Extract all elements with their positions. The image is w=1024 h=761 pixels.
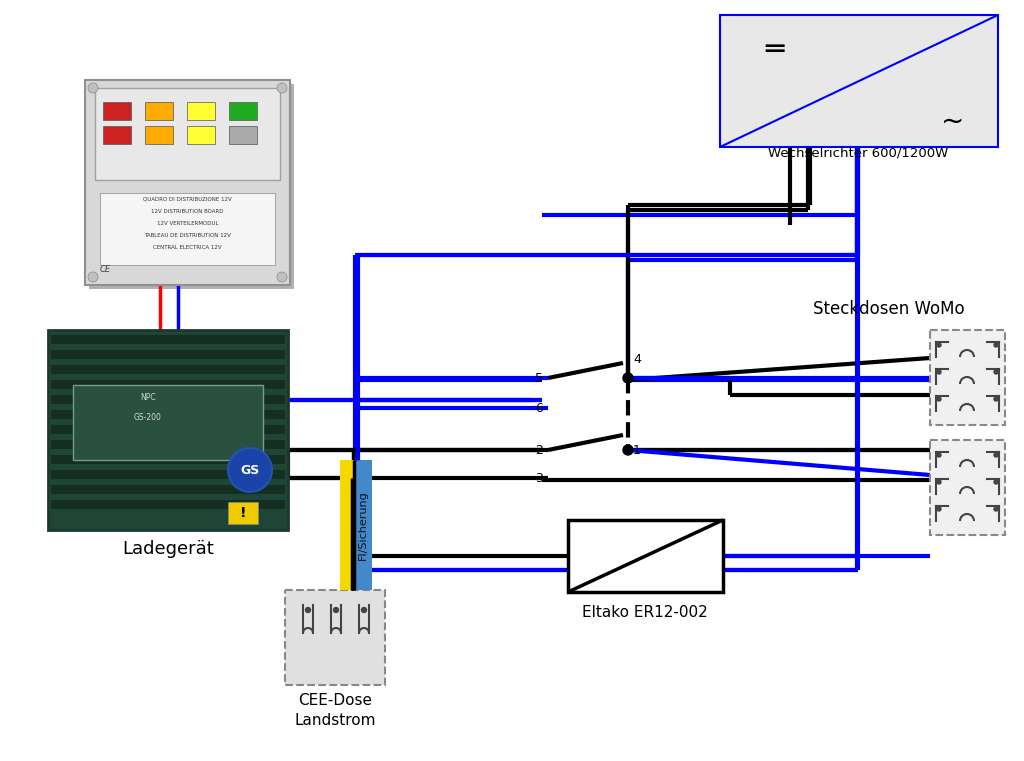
Circle shape [278, 272, 287, 282]
Circle shape [994, 370, 998, 374]
Text: CEE-Dose
Landstrom: CEE-Dose Landstrom [294, 693, 376, 728]
Circle shape [937, 453, 941, 457]
Bar [930, 330, 1005, 425]
Text: 12V DISTRIBUTION BOARD: 12V DISTRIBUTION BOARD [152, 209, 224, 214]
Text: ═: ═ [766, 36, 784, 65]
Bar [145, 102, 173, 120]
Bar [51, 470, 285, 479]
Circle shape [937, 370, 941, 374]
Circle shape [994, 480, 998, 484]
Text: CE: CE [99, 266, 111, 275]
Text: 3: 3 [536, 472, 543, 485]
Text: 5: 5 [535, 371, 543, 384]
Circle shape [994, 507, 998, 511]
Bar [720, 15, 998, 147]
Text: GS-200: GS-200 [134, 413, 162, 422]
Bar [103, 126, 131, 144]
Bar [51, 395, 285, 404]
Text: Steckdosen WoMo: Steckdosen WoMo [813, 300, 965, 318]
Circle shape [623, 445, 633, 455]
Bar [51, 455, 285, 464]
Text: Ladegerät: Ladegerät [122, 540, 214, 558]
Bar [103, 102, 131, 120]
Text: 2: 2 [536, 444, 543, 457]
Circle shape [228, 448, 272, 492]
Bar [285, 590, 385, 685]
Circle shape [278, 83, 287, 93]
Circle shape [623, 373, 633, 383]
Circle shape [305, 607, 310, 613]
Text: 1: 1 [633, 444, 641, 457]
Circle shape [88, 272, 98, 282]
Circle shape [937, 397, 941, 401]
Text: QUADRO DI DISTRIBUZIONE 12V: QUADRO DI DISTRIBUZIONE 12V [143, 197, 231, 202]
Bar [187, 126, 215, 144]
Text: FI/Sicherung: FI/Sicherung [357, 490, 368, 560]
Bar [340, 460, 354, 590]
Bar [145, 126, 173, 144]
Text: TABLEAU DE DISTRIBUTION 12V: TABLEAU DE DISTRIBUTION 12V [144, 233, 231, 238]
Bar [228, 502, 258, 524]
Bar [85, 80, 290, 285]
Text: !: ! [240, 506, 246, 520]
Text: ~: ~ [941, 108, 965, 136]
Bar [51, 410, 285, 419]
Bar [51, 350, 285, 359]
Text: 12V VERTEILERMODUL: 12V VERTEILERMODUL [157, 221, 218, 226]
Circle shape [334, 607, 339, 613]
Bar [51, 425, 285, 434]
Text: GS: GS [241, 463, 260, 476]
Bar [229, 102, 257, 120]
Bar [89, 84, 294, 289]
Circle shape [994, 397, 998, 401]
Text: 4: 4 [633, 353, 641, 366]
Circle shape [994, 343, 998, 347]
Bar [187, 102, 215, 120]
Text: NPC: NPC [140, 393, 156, 403]
Bar [73, 385, 263, 460]
Text: Eltako ER12-002: Eltako ER12-002 [582, 605, 708, 620]
Bar [355, 460, 372, 590]
Bar [95, 88, 280, 180]
Circle shape [994, 453, 998, 457]
Circle shape [937, 343, 941, 347]
Circle shape [361, 607, 367, 613]
Bar [568, 520, 723, 592]
Text: CENTRAL ELECTRICA 12V: CENTRAL ELECTRICA 12V [154, 245, 222, 250]
Bar [51, 335, 285, 344]
Bar [48, 330, 288, 530]
Bar [229, 126, 257, 144]
Bar [100, 193, 275, 265]
Text: 6: 6 [536, 402, 543, 415]
Circle shape [937, 507, 941, 511]
Text: Wechselrichter 600/1200W: Wechselrichter 600/1200W [768, 147, 948, 160]
Bar [51, 440, 285, 449]
Bar [51, 365, 285, 374]
Circle shape [937, 480, 941, 484]
Bar [51, 500, 285, 509]
Circle shape [88, 83, 98, 93]
Bar [51, 380, 285, 389]
Bar [930, 440, 1005, 535]
Bar [51, 485, 285, 494]
